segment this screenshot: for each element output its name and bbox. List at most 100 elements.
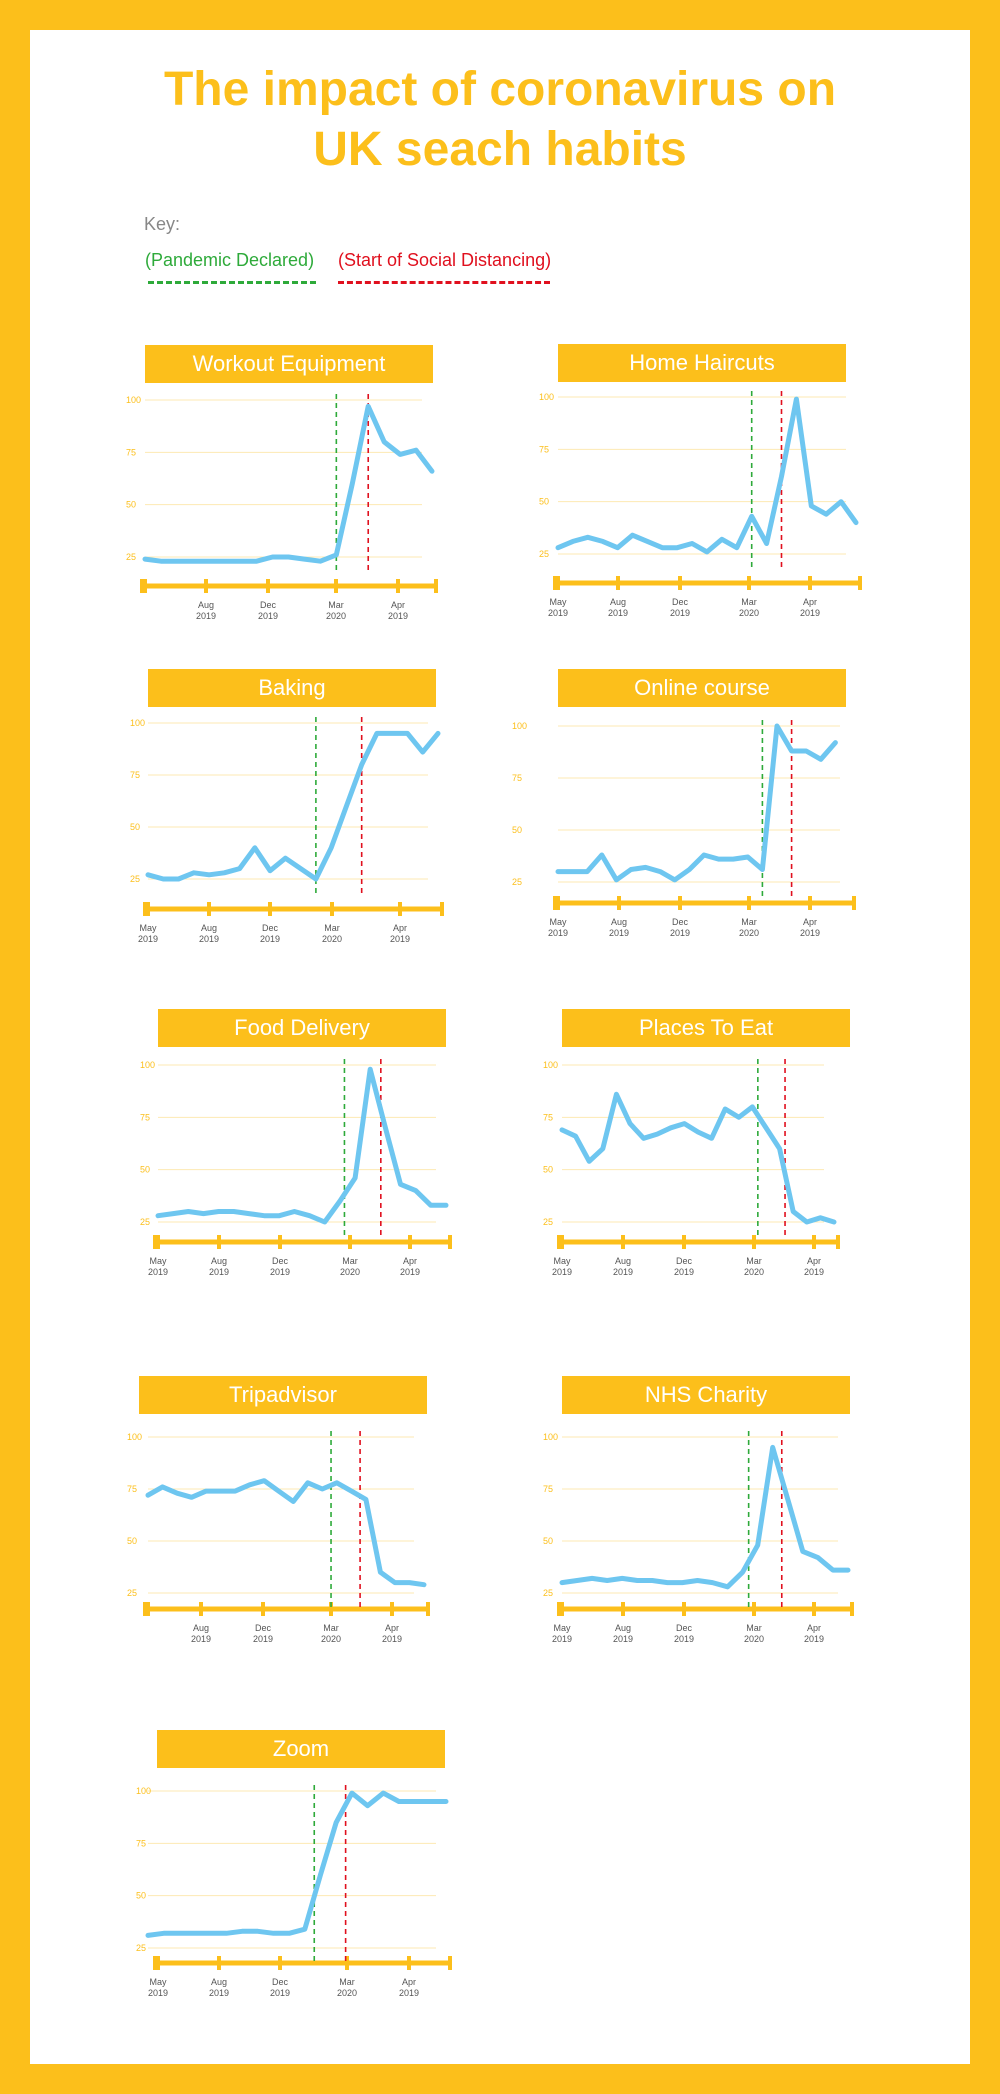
nhs-charity-chart-title: NHS Charity — [562, 1376, 850, 1414]
places-to-eat-x-tick-year: 2019 — [674, 1267, 694, 1277]
tripadvisor-y-tick-label: 100 — [127, 1432, 142, 1442]
key-social-dashed-line — [338, 281, 550, 284]
home-haircuts-x-tick-year: 2019 — [670, 608, 690, 618]
online-course-x-tick-year: 2019 — [609, 928, 629, 938]
online-course-x-tick-label: Mar — [741, 917, 757, 927]
baking-y-tick-label: 25 — [130, 874, 140, 884]
online-course-x-tick-year: 2019 — [800, 928, 820, 938]
baking-x-tick-label: Aug — [201, 923, 217, 933]
online-course-y-tick-label: 75 — [512, 773, 522, 783]
home-haircuts-x-tick-label: Aug — [610, 597, 626, 607]
food-delivery-y-tick-label: 100 — [140, 1060, 155, 1070]
food-delivery-x-tick-year: 2020 — [340, 1267, 360, 1277]
food-delivery-x-tick-year: 2019 — [400, 1267, 420, 1277]
zoom-x-tick-label: Mar — [339, 1977, 355, 1987]
food-delivery-x-tick-label: Dec — [272, 1256, 289, 1266]
online-course-x-tick-label: Aug — [611, 917, 627, 927]
food-delivery-x-tick-label: Mar — [342, 1256, 358, 1266]
baking-y-tick-label: 100 — [130, 718, 145, 728]
food-delivery-x-tick-year: 2019 — [209, 1267, 229, 1277]
tripadvisor-x-tick-year: 2019 — [191, 1634, 211, 1644]
workout-equipment-x-tick-label: Aug — [198, 600, 214, 610]
baking-x-tick-year: 2020 — [322, 934, 342, 944]
online-course-chart-title: Online course — [558, 669, 846, 707]
nhs-charity-series-line — [559, 1444, 851, 1590]
nhs-charity-x-tick-year: 2019 — [804, 1634, 824, 1644]
nhs-charity-x-tick-year: 2019 — [674, 1634, 694, 1644]
workout-equipment-y-tick-label: 50 — [126, 500, 136, 510]
tripadvisor-x-tick-label: Aug — [193, 1623, 209, 1633]
zoom-x-tick-label: Dec — [272, 1977, 289, 1987]
zoom-x-tick-year: 2019 — [399, 1988, 419, 1998]
places-to-eat-y-tick-label: 100 — [543, 1060, 558, 1070]
tripadvisor-y-tick-label: 75 — [127, 1484, 137, 1494]
home-haircuts-x-tick-label: Mar — [741, 597, 757, 607]
places-to-eat-y-tick-label: 75 — [543, 1112, 553, 1122]
tripadvisor-x-tick-year: 2020 — [321, 1634, 341, 1644]
zoom-y-tick-label: 100 — [136, 1786, 151, 1796]
workout-equipment-x-tick-label: Apr — [391, 600, 405, 610]
tripadvisor-y-tick-label: 25 — [127, 1588, 137, 1598]
key-social-label: (Start of Social Distancing) — [338, 250, 552, 270]
workout-equipment-x-tick-label: Mar — [328, 600, 344, 610]
food-delivery-x-tick-label: Aug — [211, 1256, 227, 1266]
workout-equipment-chart-title: Workout Equipment — [145, 345, 433, 383]
places-to-eat-x-tick-label: Mar — [746, 1256, 762, 1266]
online-course-y-tick-label: 25 — [512, 877, 522, 887]
food-delivery-chart-title: Food Delivery — [158, 1009, 446, 1047]
home-haircuts-chart-title: Home Haircuts — [558, 344, 846, 382]
online-course-x-tick-label: May — [549, 917, 567, 927]
online-course-x-tick-label: Dec — [672, 917, 689, 927]
workout-equipment-x-tick-year: 2020 — [326, 611, 346, 621]
page-title: The impact of coronavirus on UK seach ha… — [0, 60, 1000, 180]
places-to-eat-x-tick-label: Apr — [807, 1256, 821, 1266]
places-to-eat-x-tick-label: May — [553, 1256, 571, 1266]
food-delivery-x-tick-year: 2019 — [148, 1267, 168, 1277]
key-pandemic-dashed-line — [148, 281, 316, 284]
zoom-chart-title: Zoom — [157, 1730, 445, 1768]
zoom-x-tick-year: 2019 — [270, 1988, 290, 1998]
places-to-eat-x-tick-year: 2019 — [613, 1267, 633, 1277]
baking-x-tick-label: Mar — [324, 923, 340, 933]
nhs-charity-x-tick-label: Mar — [746, 1623, 762, 1633]
tripadvisor-x-tick-label: Dec — [255, 1623, 272, 1633]
nhs-charity-y-tick-label: 25 — [543, 1588, 553, 1598]
nhs-charity-x-tick-year: 2019 — [552, 1634, 572, 1644]
tripadvisor-series-line — [145, 1478, 427, 1588]
tripadvisor-x-tick-year: 2019 — [382, 1634, 402, 1644]
baking-chart-title: Baking — [148, 669, 436, 707]
zoom-x-tick-label: May — [149, 1977, 167, 1987]
zoom-y-tick-label: 75 — [136, 1838, 146, 1848]
nhs-charity-x-tick-label: Dec — [676, 1623, 693, 1633]
nhs-charity-y-tick-label: 75 — [543, 1484, 553, 1494]
zoom-x-tick-label: Apr — [402, 1977, 416, 1987]
home-haircuts-x-tick-year: 2020 — [739, 608, 759, 618]
places-to-eat-y-tick-label: 25 — [543, 1217, 553, 1227]
nhs-charity-y-tick-label: 100 — [543, 1432, 558, 1442]
zoom-x-tick-year: 2019 — [209, 1988, 229, 1998]
food-delivery-series-line — [155, 1066, 449, 1225]
baking-series-line — [145, 730, 441, 882]
online-course-x-tick-year: 2019 — [548, 928, 568, 938]
online-course-x-tick-year: 2019 — [670, 928, 690, 938]
baking-x-tick-label: Apr — [393, 923, 407, 933]
baking-x-tick-year: 2019 — [260, 934, 280, 944]
places-to-eat-x-tick-year: 2019 — [552, 1267, 572, 1277]
home-haircuts-series-line — [555, 396, 859, 555]
baking-y-tick-label: 50 — [130, 822, 140, 832]
workout-equipment-series-line — [142, 403, 435, 564]
food-delivery-x-tick-year: 2019 — [270, 1267, 290, 1277]
food-delivery-y-tick-label: 25 — [140, 1217, 150, 1227]
workout-equipment-x-tick-year: 2019 — [388, 611, 408, 621]
nhs-charity-x-tick-year: 2020 — [744, 1634, 764, 1644]
home-haircuts-x-tick-label: Dec — [672, 597, 689, 607]
baking-y-tick-label: 75 — [130, 770, 140, 780]
online-course-x-tick-label: Apr — [803, 917, 817, 927]
home-haircuts-x-tick-year: 2019 — [608, 608, 628, 618]
home-haircuts-y-tick-label: 100 — [539, 392, 554, 402]
food-delivery-y-tick-label: 50 — [140, 1165, 150, 1175]
tripadvisor-y-tick-label: 50 — [127, 1536, 137, 1546]
places-to-eat-x-tick-year: 2020 — [744, 1267, 764, 1277]
key-label: Key: — [144, 214, 181, 234]
home-haircuts-x-tick-label: Apr — [803, 597, 817, 607]
